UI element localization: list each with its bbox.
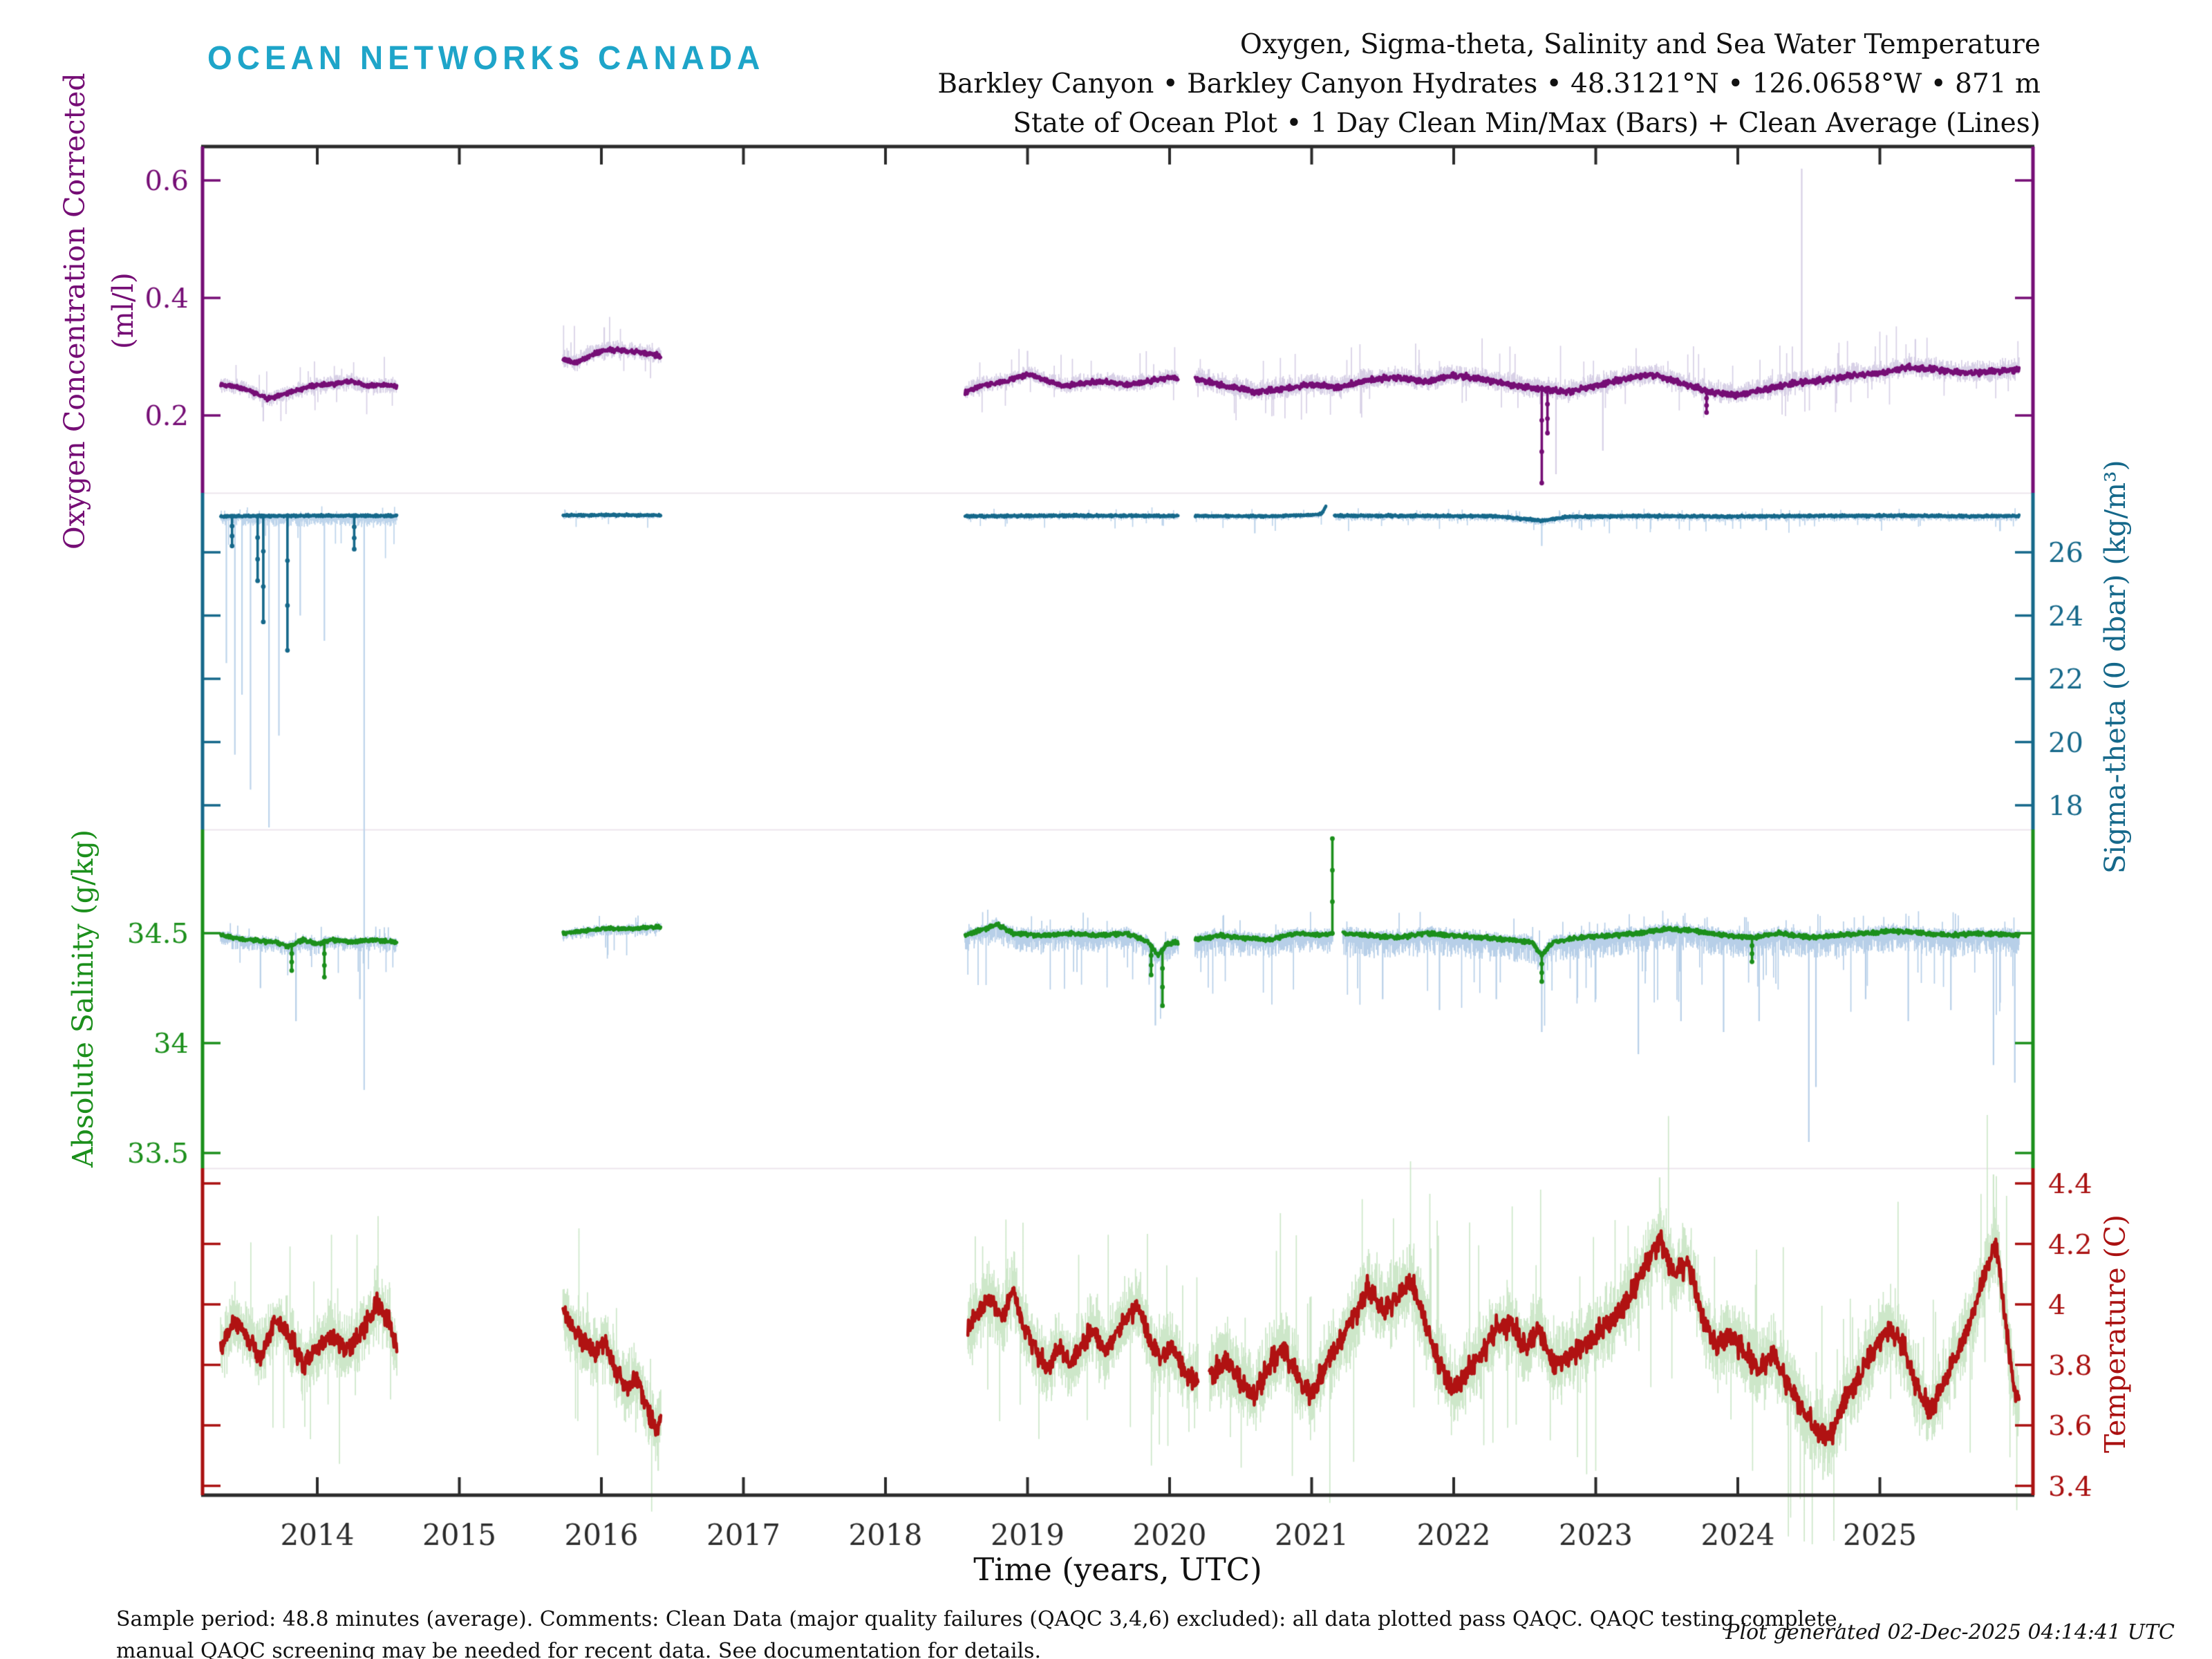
oxygen-axis-label: Oxygen Concentration Corrected — [58, 73, 91, 550]
plot-generated-timestamp: Plot generated 02-Dec-2025 04:14:41 UTC — [1725, 1620, 2175, 1644]
oxygen-axis-units-label: (ml/l) — [106, 272, 140, 350]
footer-comments-line2: manual QAQC screening may be needed for … — [116, 1639, 1041, 1659]
temperature-axis-label: Temperature (C) — [2099, 1215, 2132, 1454]
footer-comments-line1: Sample period: 48.8 minutes (average). C… — [116, 1607, 1844, 1631]
salinity-axis-label: Absolute Salinity (g/kg) — [66, 830, 100, 1168]
footer-comments: Sample period: 48.8 minutes (average). C… — [116, 1604, 1844, 1659]
sigma-theta-axis-label: Sigma-theta (0 dbar) (kg/m³) — [2099, 460, 2132, 874]
time-axis-label: Time (years, UTC) — [973, 1551, 1262, 1588]
